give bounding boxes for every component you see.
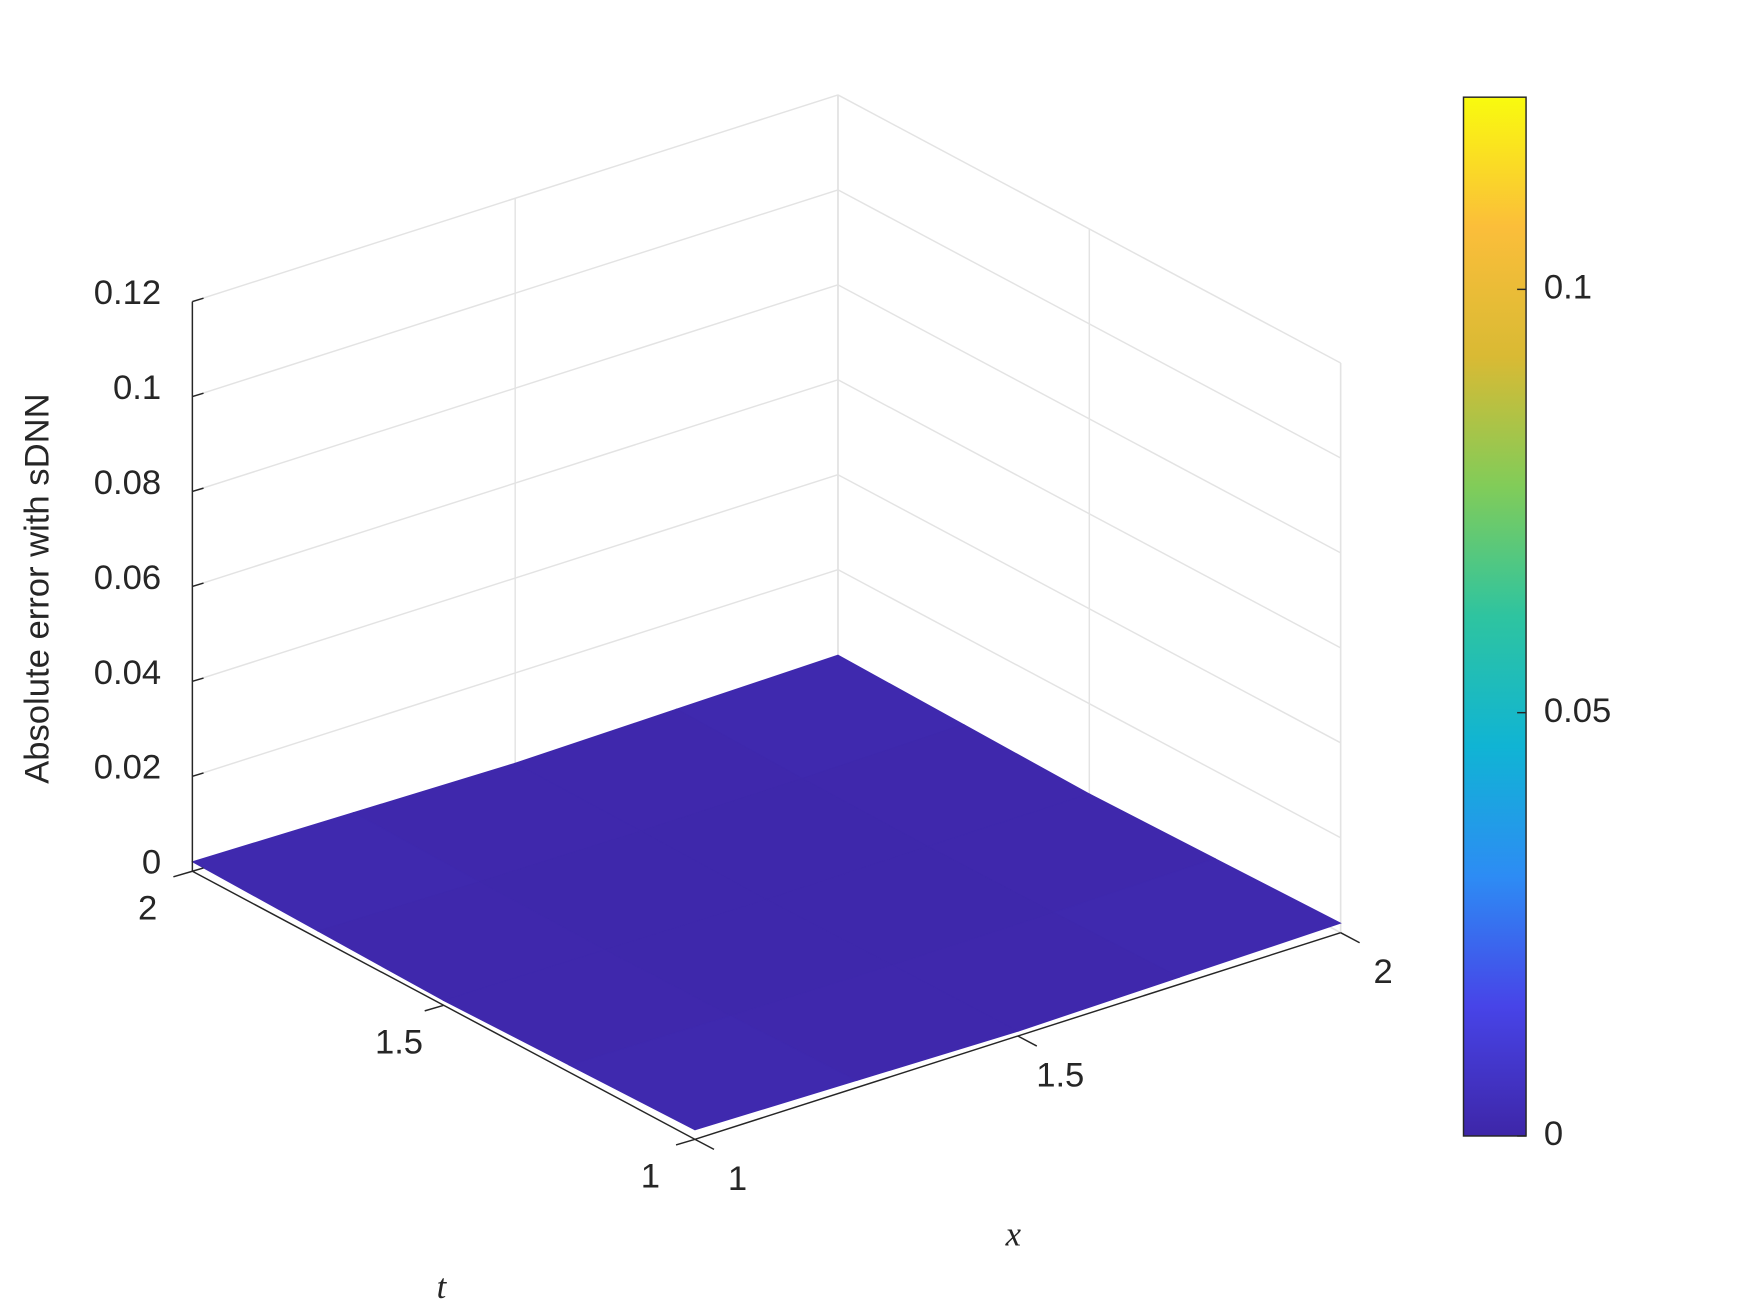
z-tick-label: 0.1 [113,369,161,407]
z-tick-label: 0.02 [94,749,161,787]
t-tick-label: 2 [138,889,157,927]
x-tick [694,1138,715,1151]
colorbar-tick-label: 0 [1544,1115,1563,1153]
x-tick-label: 1 [728,1160,747,1198]
x-tick-label: 1.5 [1036,1056,1084,1094]
t-tick [424,1004,444,1012]
t-axis-label: t [437,1268,448,1306]
x-tick [1340,932,1360,944]
colorbar-tick-label: 0.05 [1544,692,1611,730]
t-tick [675,1138,696,1146]
z-tick [192,487,204,493]
surface-patch [568,1015,858,1131]
t-tick-label: 1.5 [375,1024,423,1062]
t-tick [173,870,193,878]
z-tick-label: 0.04 [94,654,161,692]
x-tick-label: 2 [1373,953,1392,991]
x-tick [1017,1035,1038,1047]
colorbar [1462,96,1527,1137]
z-tick [192,392,204,398]
z-tick-label: 0.08 [94,464,161,502]
x-axis-label: x [1005,1216,1022,1254]
z-tick [192,867,204,872]
z-tick [192,582,204,588]
z-axis-label: Absolute error with sDNN [18,393,56,783]
z-tick [192,772,204,778]
t-tick-label: 1 [641,1158,660,1196]
z-tick [192,297,204,303]
z-tick-label: 0.12 [94,274,161,312]
z-tick [192,677,204,683]
z-tick-label: 0 [142,844,161,882]
z-tick-label: 0.06 [94,559,161,597]
colorbar-tick-label: 0.1 [1544,269,1592,307]
